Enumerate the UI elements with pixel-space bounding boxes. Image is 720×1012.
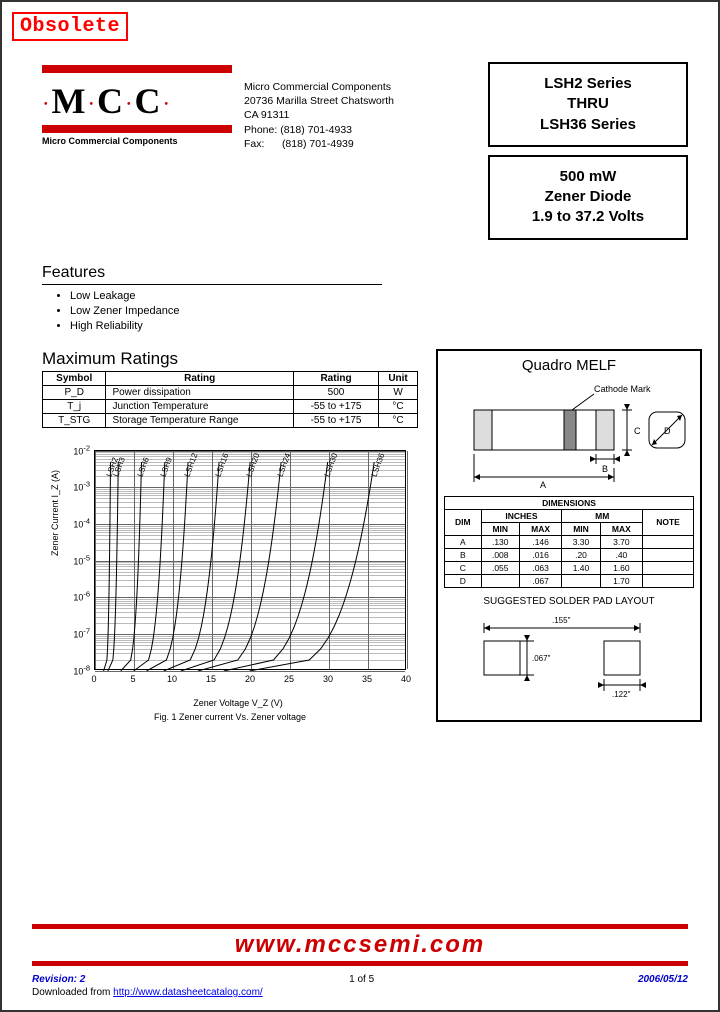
revision-text: Revision: 2 — [32, 974, 85, 985]
table-row: A.130.1463.303.70 — [445, 535, 694, 548]
list-item: Low Zener Impedance — [70, 304, 382, 319]
package-panel: Quadro MELF Cathode Mark C D — [436, 349, 702, 722]
x-tick: 20 — [245, 674, 255, 684]
svg-text:C: C — [634, 426, 641, 436]
addr-street: 20736 Marilla Street Chatsworth — [244, 94, 424, 108]
table-row: T_STGStorage Temperature Range-55 to +17… — [43, 413, 418, 427]
ratings-heading: Maximum Ratings — [42, 349, 418, 369]
datasheet-page: •M•C•C• Micro Commercial Components Micr… — [2, 2, 718, 732]
package-drawing: Cathode Mark C D B — [444, 382, 694, 492]
y-tick: 10-3 — [73, 480, 90, 493]
y-tick: 10-8 — [73, 663, 90, 676]
y-tick: 10-5 — [73, 553, 90, 566]
company-logo: •M•C•C• Micro Commercial Components — [42, 62, 232, 146]
features-section: Features Low Leakage Low Zener Impedance… — [42, 264, 382, 335]
th: Rating — [106, 371, 294, 385]
dim-caption: DIMENSIONS — [444, 496, 694, 509]
svg-text:.122": .122" — [612, 690, 631, 699]
x-tick: 5 — [130, 674, 135, 684]
footer-date: 2006/05/12 — [638, 974, 688, 985]
x-tick: 35 — [362, 674, 372, 684]
features-list: Low Leakage Low Zener Impedance High Rel… — [42, 289, 382, 335]
table-row: T_jJunction Temperature-55 to +175°C — [43, 399, 418, 413]
page-number: 1 of 5 — [85, 974, 638, 985]
x-tick: 30 — [323, 674, 333, 684]
footer-url: www.mccsemi.com — [235, 931, 486, 958]
x-tick: 10 — [167, 674, 177, 684]
th: Rating — [293, 371, 378, 385]
svg-text:B: B — [602, 464, 608, 474]
x-axis-label: Zener Voltage V_Z (V) — [58, 698, 418, 708]
page-footer: www.mccsemi.com Revision: 2 1 of 5 2006/… — [2, 924, 718, 998]
pad-w: .155" — [552, 616, 571, 625]
solder-heading: SUGGESTED SOLDER PAD LAYOUT — [444, 596, 694, 607]
chart-caption: Fig. 1 Zener current Vs. Zener voltage — [42, 712, 418, 722]
y-tick: 10-7 — [73, 627, 90, 640]
x-tick: 15 — [206, 674, 216, 684]
solder-pad-drawing: .155" .067" .122" — [454, 611, 684, 701]
dimensions-table: DIM INCHES MM NOTE MINMAX MINMAX A.130.1… — [444, 509, 694, 588]
addr-name: Micro Commercial Components — [244, 80, 424, 94]
x-tick: 25 — [284, 674, 294, 684]
y-axis-label: Zener Current I_Z (A) — [50, 470, 60, 556]
zener-chart: Zener Current I_Z (A) LSH2LSH3LSH6LSH9LS… — [42, 446, 418, 722]
logo-text: •M•C•C• — [42, 76, 232, 122]
y-tick: 10-6 — [73, 590, 90, 603]
addr-city: CA 91311 — [244, 108, 424, 122]
table-row: P_DPower dissipation500W — [43, 385, 418, 399]
table-row: D.0671.70 — [445, 574, 694, 587]
y-tick: 10-2 — [73, 443, 90, 456]
company-address: Micro Commercial Components 20736 Marill… — [244, 80, 424, 151]
list-item: High Reliability — [70, 319, 382, 334]
download-link[interactable]: http://www.datasheetcatalog.com/ — [113, 987, 263, 998]
addr-fax: Fax: (818) 701-4939 — [244, 137, 424, 151]
table-row: B.008.016.20.40 — [445, 548, 694, 561]
svg-text:.067": .067" — [532, 654, 551, 663]
th: Symbol — [43, 371, 106, 385]
x-tick: 0 — [91, 674, 96, 684]
series-title-box: LSH2 Series THRU LSH36 Series — [488, 62, 688, 147]
addr-phone: Phone: (818) 701-4933 — [244, 123, 424, 137]
svg-text:A: A — [540, 480, 546, 490]
package-heading: Quadro MELF — [444, 357, 694, 374]
svg-text:D: D — [664, 426, 671, 436]
y-tick: 10-4 — [73, 517, 90, 530]
table-row: C.055.0631.401.60 — [445, 561, 694, 574]
obsolete-stamp: Obsolete — [12, 12, 128, 41]
features-heading: Features — [42, 264, 382, 285]
x-tick: 40 — [401, 674, 411, 684]
footer-url-bar: www.mccsemi.com — [32, 924, 688, 966]
max-ratings-section: Maximum Ratings Symbol Rating Rating Uni… — [42, 349, 418, 428]
logo-subtitle: Micro Commercial Components — [42, 136, 232, 146]
cathode-label: Cathode Mark — [594, 384, 651, 394]
download-line: Downloaded from http://www.datasheetcata… — [32, 987, 688, 998]
spec-title-box: 500 mW Zener Diode 1.9 to 37.2 Volts — [488, 155, 688, 240]
list-item: Low Leakage — [70, 289, 382, 304]
th: Unit — [379, 371, 418, 385]
ratings-table: Symbol Rating Rating Unit P_DPower dissi… — [42, 371, 418, 428]
